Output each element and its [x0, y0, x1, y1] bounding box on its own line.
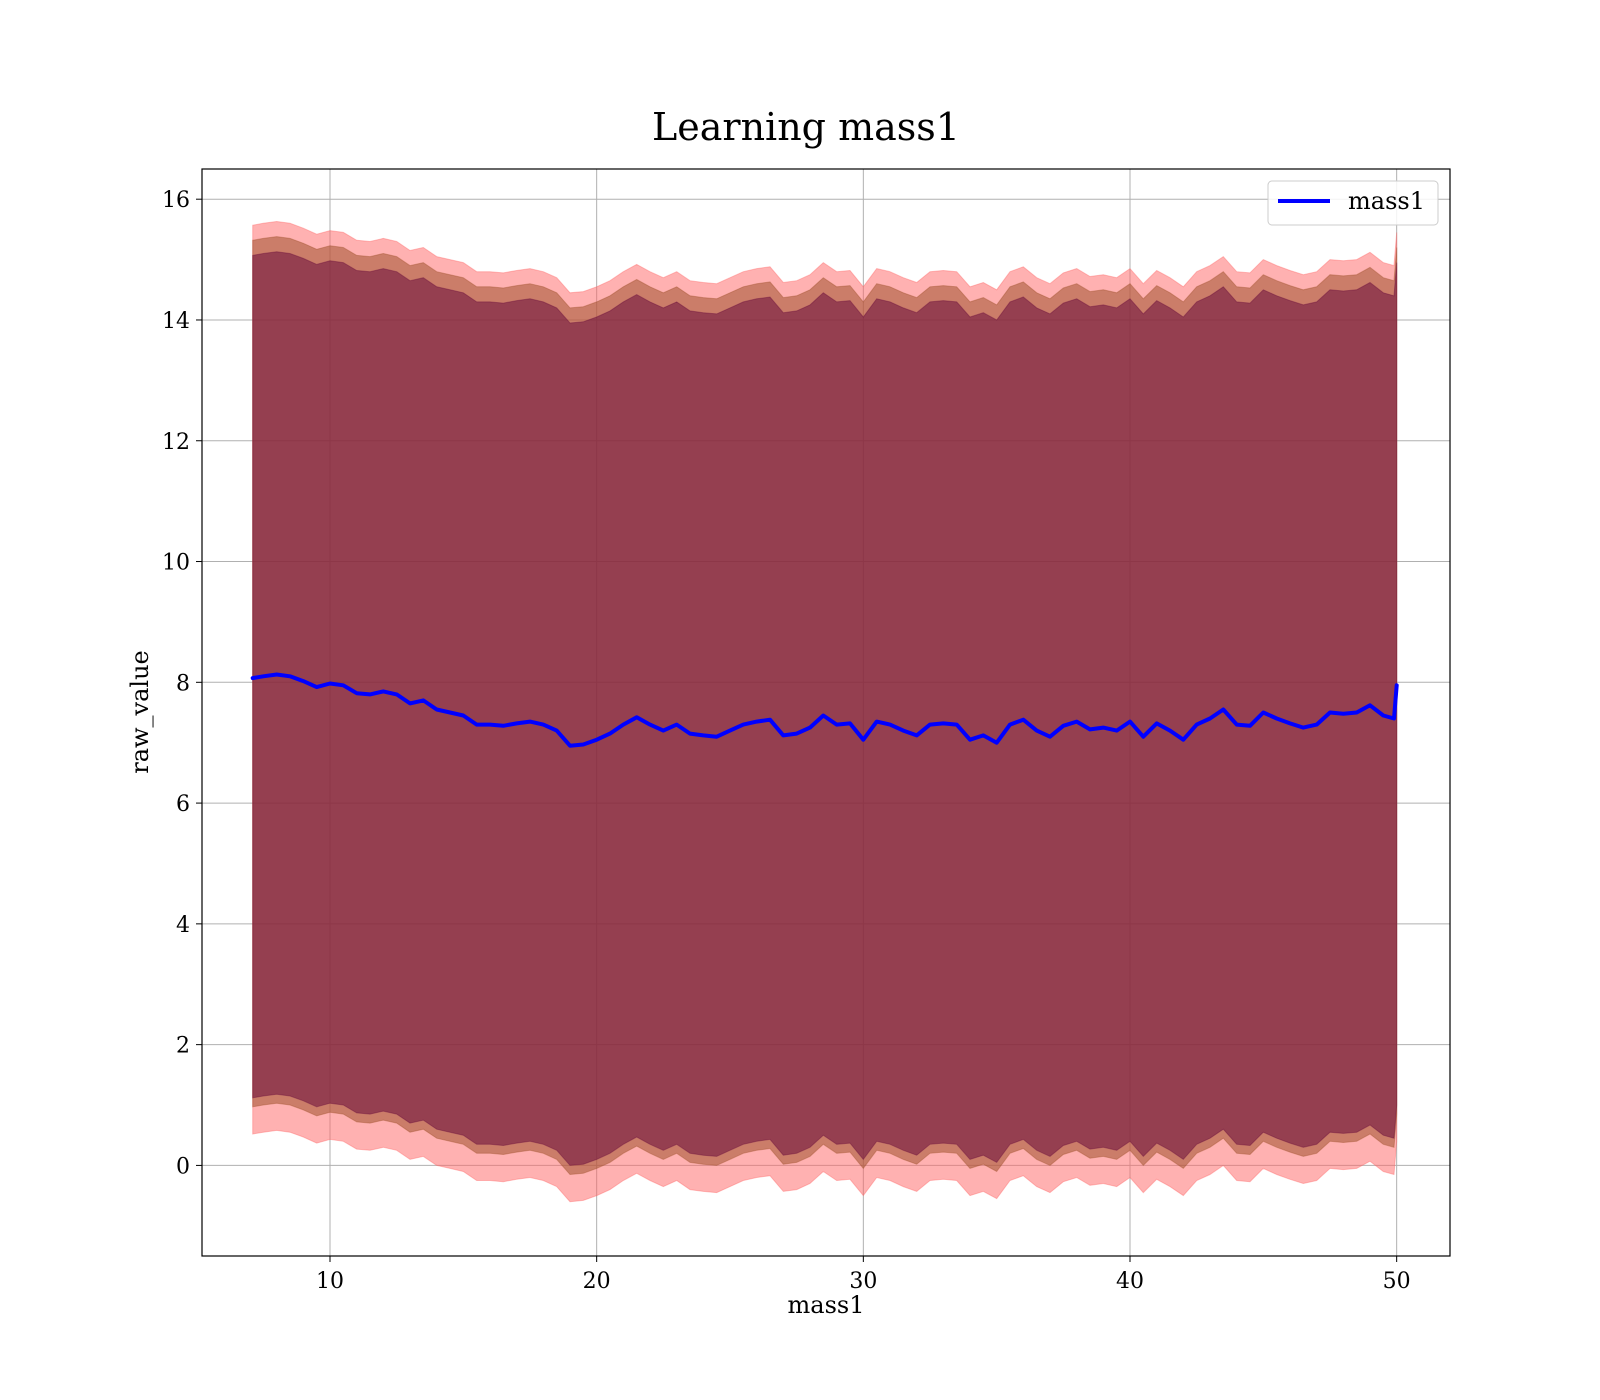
x-axis-label: mass1 [788, 1291, 865, 1319]
confidence-bands [252, 220, 1398, 1203]
legend-box [1267, 180, 1439, 226]
legend: mass1 [1267, 180, 1439, 226]
y-axis-label: raw_value [126, 650, 154, 774]
y-tick-label: 10 [162, 551, 190, 576]
x-tick-label: 30 [849, 1269, 877, 1294]
y-tick-label: 2 [176, 1034, 190, 1059]
chart-title: Learning mass1 [652, 105, 960, 149]
y-tick-label: 12 [162, 430, 190, 455]
y-tick-label: 14 [162, 309, 190, 334]
x-tick-label: 40 [1116, 1269, 1144, 1294]
x-tick-label: 10 [316, 1269, 344, 1294]
y-tick-label: 6 [176, 792, 190, 817]
band-inner [252, 251, 1398, 1166]
y-tick-label: 0 [176, 1154, 190, 1179]
y-tick-label: 4 [176, 913, 190, 938]
series-line-mass1 [250, 672, 1399, 748]
legend-label-mass1: mass1 [1348, 187, 1425, 215]
y-tick-label: 8 [176, 671, 190, 696]
x-tick-label: 20 [583, 1269, 611, 1294]
axis-ticks: 10 20 30 40 50 0 2 4 6 8 10 12 14 16 [162, 188, 1411, 1294]
y-tick-label: 16 [162, 188, 190, 213]
x-tick-label: 50 [1383, 1269, 1411, 1294]
plot-frame [201, 168, 1451, 1257]
series-lines [250, 672, 1399, 748]
